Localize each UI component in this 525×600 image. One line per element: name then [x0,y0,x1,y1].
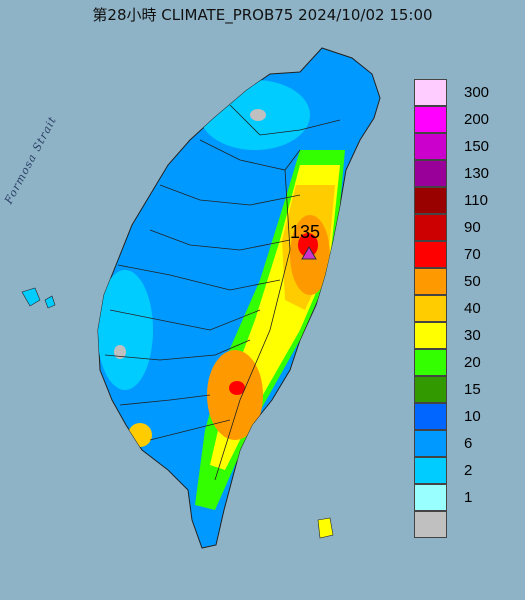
legend-swatch [414,403,447,430]
legend-swatch [414,376,447,403]
legend-swatch [414,511,447,538]
page-title: 第28小時 CLIMATE_PROB75 2024/10/02 15:00 [92,6,433,24]
legend-label: 70 [464,246,481,263]
legend-swatch [414,430,447,457]
legend-swatch [414,79,447,106]
legend-item: 15 [414,376,514,403]
max-point-triangle-icon [301,246,317,260]
legend-swatch [414,484,447,511]
legend-label: 150 [464,138,490,155]
legend-swatch [414,268,447,295]
legend-swatch [414,187,447,214]
legend-swatch [414,160,447,187]
legend-swatch [414,457,447,484]
legend-label: 40 [464,300,481,317]
legend-label: 10 [464,408,481,425]
max-value-label: 135 [290,222,321,242]
legend-item: 70 [414,241,514,268]
legend-item: 50 [414,268,514,295]
legend-item: 200 [414,106,514,133]
legend-item: 90 [414,214,514,241]
legend-item: 150 [414,133,514,160]
no-data-patch-north [250,109,266,121]
legend-swatch [414,322,447,349]
legend-swatch [414,241,447,268]
legend-label: 90 [464,219,481,236]
legend-label: 6 [464,435,473,452]
legend-label: 50 [464,273,481,290]
rain-field-orange-south [207,350,263,440]
legend-swatch [414,295,447,322]
legend-swatch [414,349,447,376]
legend: 300 200 150 130 110 90 70 50 40 30 20 15 10 6 2 1 [414,79,514,538]
legend-item: 10 [414,403,514,430]
legend-item: 110 [414,187,514,214]
rain-field-red-east [298,233,318,257]
legend-item: 130 [414,160,514,187]
legend-swatch [414,106,447,133]
legend-label: 20 [464,354,481,371]
legend-label: 30 [464,327,481,344]
legend-swatch [414,214,447,241]
penghu-islands [21,287,56,309]
legend-label: 2 [464,462,473,479]
legend-swatch [414,133,447,160]
county-borders [104,104,341,481]
small-islands-east [317,517,334,539]
legend-label: 130 [464,165,490,182]
legend-label: 300 [464,84,490,101]
no-data-patch-west [114,345,126,359]
legend-label: 110 [464,192,488,209]
legend-label: 1 [464,489,473,506]
legend-item: 20 [414,349,514,376]
legend-label: 200 [464,111,490,128]
rain-field-west [98,270,153,390]
legend-item: 1 [414,484,514,511]
legend-label: 15 [464,381,481,398]
legend-item [414,511,514,538]
legend-item: 30 [414,322,514,349]
legend-item: 300 [414,79,514,106]
legend-item: 6 [414,430,514,457]
legend-item: 2 [414,457,514,484]
legend-item: 40 [414,295,514,322]
rain-field-red-south [229,381,245,395]
